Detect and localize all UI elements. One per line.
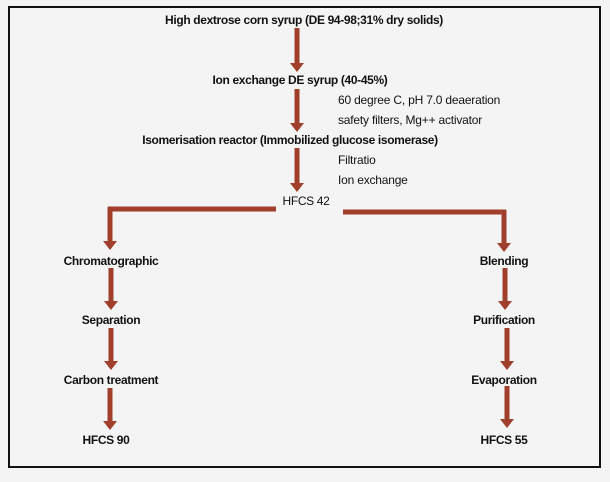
node-separation: Separation (81, 313, 141, 327)
node-purification: Purification (473, 313, 535, 327)
branch-line-left (108, 206, 276, 212)
note-ion-exchange: Ion exchange (338, 173, 408, 187)
node-ion-exchange-syrup: Ion exchange DE syrup (40-45%) (212, 73, 388, 87)
arrow-down-icon (104, 328, 118, 370)
node-hfcs55: HFCS 55 (480, 433, 528, 447)
diagram-border (8, 6, 601, 468)
note-filtration: Filtratio (338, 153, 376, 167)
arrow-down-icon (498, 268, 512, 310)
node-hfcs90: HFCS 90 (82, 433, 130, 447)
arrow-down-icon (500, 386, 514, 428)
branch-line-right (343, 209, 506, 215)
node-hfcs42: HFCS 42 (282, 194, 330, 208)
node-carbon-treatment: Carbon treatment (63, 373, 159, 387)
node-chromatographic: Chromatographic (63, 254, 159, 268)
arrow-down-icon (290, 28, 304, 72)
note-filters: safety filters, Mg++ activator (338, 113, 483, 127)
arrow-down-icon (103, 388, 117, 430)
note-conditions: 60 degree C, pH 7.0 deaeration (338, 93, 501, 107)
arrow-down-icon (103, 207, 117, 250)
arrow-down-icon (290, 89, 304, 132)
arrow-down-icon (290, 148, 304, 192)
arrow-down-icon (500, 328, 514, 370)
node-hdcs: High dextrose corn syrup (DE 94-98;31% d… (165, 13, 443, 27)
node-blending: Blending (479, 254, 529, 268)
node-evaporation: Evaporation (471, 373, 537, 387)
arrow-down-icon (104, 268, 118, 310)
node-isomerisation-reactor: Isomerisation reactor (Immobilized gluco… (142, 133, 438, 147)
arrow-down-icon (497, 210, 511, 252)
